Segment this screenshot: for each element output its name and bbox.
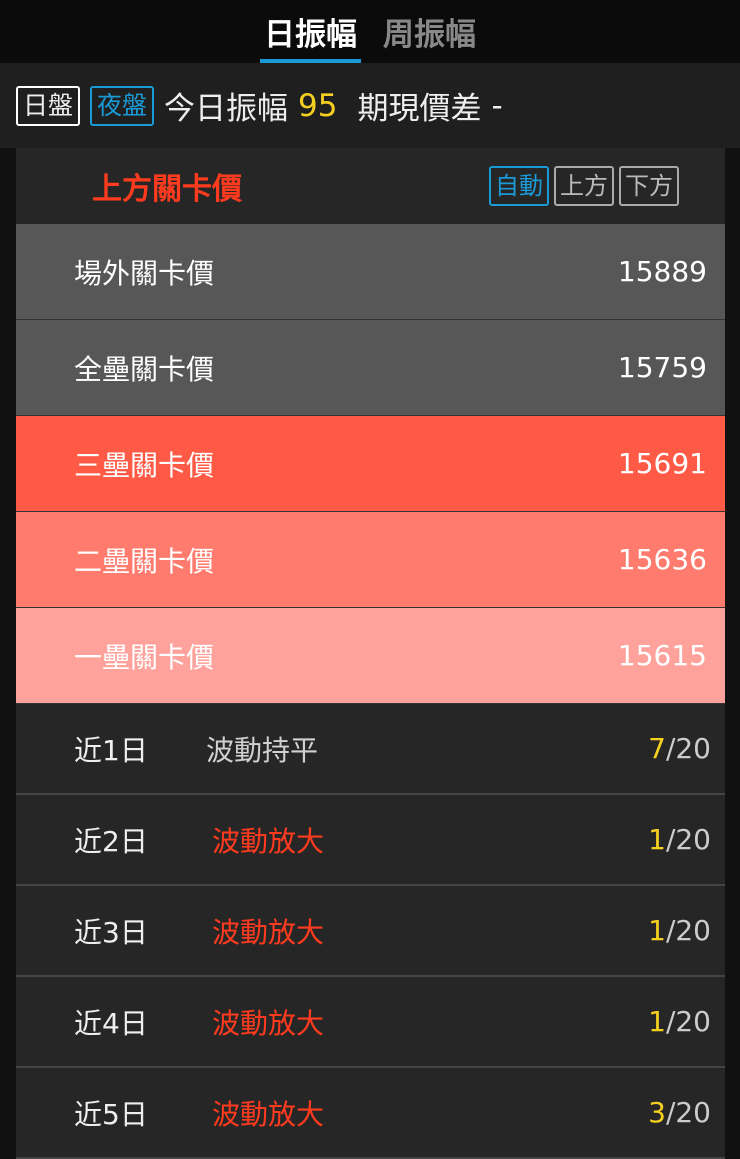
stat-days: 近1日 [74, 733, 148, 767]
amplitude-label: 今日振幅 [164, 91, 289, 127]
stat-trend: 波動持平 [206, 733, 319, 767]
stat-trend: 波動放大 [212, 824, 325, 858]
level-label: 二壘關卡價 [74, 544, 215, 578]
stat-ratio: 1/20 [648, 914, 711, 947]
level-row: 三壘關卡價 15691 [16, 416, 725, 512]
summary-header: 日盤 夜盤 今日振幅 95 期現價差 - [0, 63, 740, 148]
level-value: 15759 [617, 351, 707, 384]
stat-row: 近4日 波動放大 1/20 [16, 977, 725, 1068]
stat-days: 近2日 [74, 824, 148, 858]
stat-count: 3 [648, 1096, 666, 1129]
stat-count: 7 [648, 732, 666, 765]
level-label: 全壘關卡價 [74, 352, 215, 386]
lower-button[interactable]: 下方 [619, 166, 679, 206]
stat-days: 近4日 [74, 1006, 148, 1040]
stat-trend: 波動放大 [212, 1006, 325, 1040]
amplitude-value: 95 [298, 87, 338, 124]
basis-label: 期現價差 [357, 91, 482, 127]
basis-value: - [491, 87, 503, 124]
section-title: 上方關卡價 [92, 172, 242, 207]
day-session-button[interactable]: 日盤 [16, 85, 81, 126]
level-label: 三壘關卡價 [74, 448, 215, 482]
stat-trend: 波動放大 [212, 915, 325, 949]
upper-button[interactable]: 上方 [554, 166, 614, 206]
level-row: 全壘關卡價 15759 [16, 320, 725, 416]
level-row: 場外關卡價 15889 [16, 224, 725, 320]
stat-row: 近5日 波動放大 3/20 [16, 1068, 725, 1159]
stat-total: /20 [665, 823, 711, 856]
stat-days: 近3日 [74, 915, 148, 949]
stat-ratio: 7/20 [648, 732, 711, 765]
stat-ratio: 1/20 [648, 1005, 711, 1038]
stat-total: /20 [665, 1096, 711, 1129]
level-label: 一壘關卡價 [74, 640, 215, 674]
night-session-button[interactable]: 夜盤 [90, 85, 155, 126]
stat-total: /20 [665, 732, 711, 765]
stat-row: 近2日 波動放大 1/20 [16, 795, 725, 886]
tab-daily-amplitude[interactable]: 日振幅 [260, 0, 361, 63]
section-header: 上方關卡價 自動 上方 下方 [16, 148, 725, 224]
level-row: 二壘關卡價 15636 [16, 512, 725, 608]
level-value: 15691 [617, 447, 707, 480]
tab-weekly-amplitude[interactable]: 周振幅 [383, 17, 476, 53]
level-value: 15615 [617, 639, 707, 672]
tab-bar: 日振幅 周振幅 [0, 0, 740, 63]
stat-count: 1 [648, 823, 666, 856]
stat-row: 近3日 波動放大 1/20 [16, 886, 725, 977]
stat-count: 1 [648, 914, 666, 947]
main-panel: 上方關卡價 自動 上方 下方 場外關卡價 15889 全壘關卡價 15759 三… [16, 148, 725, 1159]
stat-count: 1 [648, 1005, 666, 1038]
stat-ratio: 3/20 [648, 1096, 711, 1129]
level-value: 15889 [617, 255, 707, 288]
stat-ratio: 1/20 [648, 823, 711, 856]
level-value: 15636 [617, 543, 707, 576]
stat-total: /20 [665, 914, 711, 947]
stat-days: 近5日 [74, 1097, 148, 1131]
level-label: 場外關卡價 [74, 256, 215, 290]
stat-total: /20 [665, 1005, 711, 1038]
level-row: 一壘關卡價 15615 [16, 608, 725, 704]
stat-row: 近1日 波動持平 7/20 [16, 704, 725, 795]
stat-trend: 波動放大 [212, 1097, 325, 1131]
auto-button[interactable]: 自動 [489, 166, 549, 206]
